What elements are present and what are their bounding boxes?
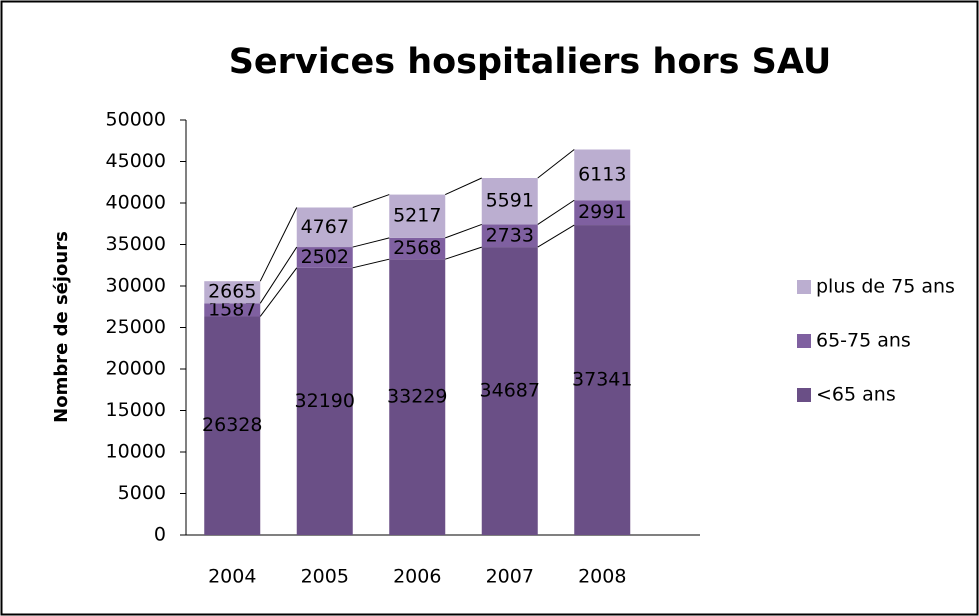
data-label: 2991 [578, 201, 626, 223]
series-line [352, 194, 390, 208]
data-label: 26328 [202, 414, 262, 436]
bar-segment [481, 247, 538, 535]
y-tick-label: 50000 [106, 109, 166, 131]
series-line [352, 237, 390, 248]
series-line [259, 267, 298, 317]
legend-swatch [797, 388, 811, 402]
y-tick-label: 10000 [106, 441, 166, 463]
y-tick-label: 35000 [106, 233, 166, 255]
series-line [259, 207, 298, 282]
bar-segment [204, 316, 261, 535]
y-tick-label: 5000 [118, 482, 166, 504]
y-tick-label: 15000 [106, 399, 166, 421]
y-tick-label: 40000 [106, 192, 166, 214]
legend-label: 65-75 ans [816, 330, 911, 352]
y-tick-label: 25000 [106, 316, 166, 338]
bar-segment [481, 224, 538, 248]
bar-segment [574, 149, 631, 201]
series-line [537, 199, 575, 225]
bar-segment [574, 200, 631, 226]
bar-segment [204, 303, 261, 317]
legend-swatch [797, 334, 811, 348]
data-label: 2502 [301, 246, 349, 268]
y-tick-label: 20000 [106, 358, 166, 380]
data-label: 37341 [572, 369, 632, 391]
data-label: 34687 [480, 380, 540, 402]
data-label: 2733 [486, 224, 534, 246]
data-label: 4767 [301, 216, 349, 238]
legend-label: <65 ans [816, 384, 896, 406]
data-label: 32190 [295, 390, 355, 412]
x-tick-label: 2007 [486, 566, 534, 588]
series-line [445, 177, 482, 196]
x-tick-label: 2006 [393, 566, 441, 588]
series-line [259, 246, 298, 304]
series-line [537, 224, 575, 248]
bar-segment [296, 247, 353, 268]
data-label: 2665 [208, 281, 256, 303]
series-line [445, 223, 482, 239]
x-tick-label: 2004 [208, 566, 256, 588]
data-label: 5591 [486, 190, 534, 212]
chart-title: Services hospitaliers hors SAU [229, 42, 832, 82]
legend-label: plus de 75 ans [816, 276, 955, 298]
legend-swatch [797, 280, 811, 294]
series-line [445, 246, 482, 260]
data-label: 5217 [393, 205, 441, 227]
y-axis-label: Nombre de séjours [51, 231, 72, 423]
bar-segment [296, 267, 353, 535]
series-line [537, 149, 575, 179]
x-tick-label: 2005 [301, 566, 349, 588]
bar-segment [204, 281, 261, 304]
bar-segment [389, 194, 446, 238]
y-tick-label: 0 [154, 524, 166, 546]
x-tick-label: 2008 [578, 566, 626, 588]
bar-segment [296, 207, 353, 248]
series-line [352, 258, 390, 269]
y-tick-label: 30000 [106, 275, 166, 297]
data-label: 2568 [393, 237, 441, 259]
data-label: 33229 [387, 386, 447, 408]
data-label: 1587 [208, 298, 256, 320]
bar-segment [389, 259, 446, 535]
y-tick-label: 45000 [106, 150, 166, 172]
data-label: 6113 [578, 163, 626, 185]
bar-segment [481, 178, 538, 225]
bar-segment [574, 225, 631, 535]
bar-segment [389, 237, 446, 260]
